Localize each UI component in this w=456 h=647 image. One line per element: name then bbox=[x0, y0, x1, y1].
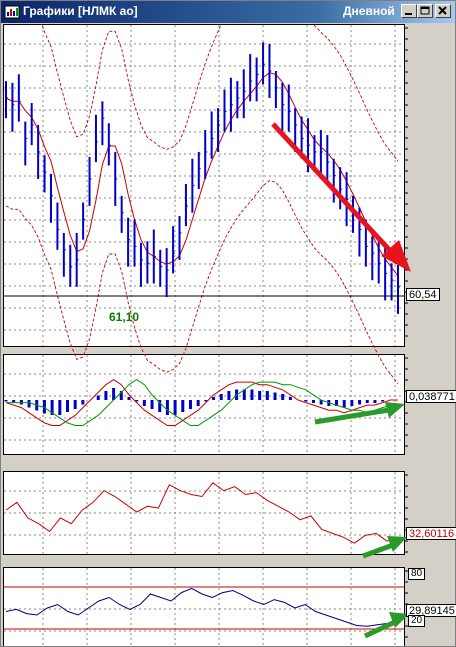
rsi-b-panel bbox=[3, 567, 405, 646]
rsi-a-line bbox=[5, 482, 399, 544]
upper-band bbox=[41, 24, 399, 162]
window-title: Графики [НЛМК ао] bbox=[23, 4, 138, 18]
minimize-icon bbox=[405, 13, 412, 15]
maximize-button[interactable] bbox=[417, 4, 433, 18]
title-bar[interactable]: Графики [НЛМК ао] Дневной bbox=[1, 1, 455, 23]
price-min-label: 61,10 bbox=[109, 310, 140, 324]
macd-arrow-shaft bbox=[314, 407, 390, 425]
chart-area[interactable]: 60,54 0,038771 32,60116 29,89145 80 20 6… bbox=[3, 24, 456, 646]
minimize-button[interactable] bbox=[401, 4, 417, 18]
rsi-b-line bbox=[5, 587, 399, 627]
trend-arrow-head bbox=[381, 240, 411, 272]
rsi-b-upper-level: 80 bbox=[408, 568, 426, 580]
rsi-b-arrow-head bbox=[389, 612, 409, 628]
macd-line bbox=[5, 379, 398, 426]
rsi-b-last-value: 29,89145 bbox=[406, 604, 456, 617]
trend-arrow-shaft bbox=[271, 122, 397, 258]
macd-last-value: 0,038771 bbox=[406, 390, 456, 403]
rsi-b-arrow-shaft bbox=[363, 619, 397, 639]
maximize-icon bbox=[420, 6, 430, 15]
chart-app-icon bbox=[4, 5, 20, 19]
price-last-value: 60,54 bbox=[406, 288, 440, 301]
mid-band bbox=[5, 72, 399, 277]
rsi-a-arrow-head bbox=[387, 536, 407, 552]
macd-arrow-head bbox=[385, 402, 405, 418]
macd-signal-line bbox=[6, 379, 398, 426]
rsi-a-last-value: 32,60116 bbox=[406, 527, 456, 540]
rsi-b-lower-level: 20 bbox=[408, 615, 426, 627]
close-button[interactable] bbox=[435, 4, 451, 18]
price-panel bbox=[3, 24, 405, 347]
timeframe-label: Дневной bbox=[343, 4, 395, 18]
close-icon bbox=[438, 6, 447, 15]
rsi-a-arrow-shaft bbox=[362, 542, 394, 559]
